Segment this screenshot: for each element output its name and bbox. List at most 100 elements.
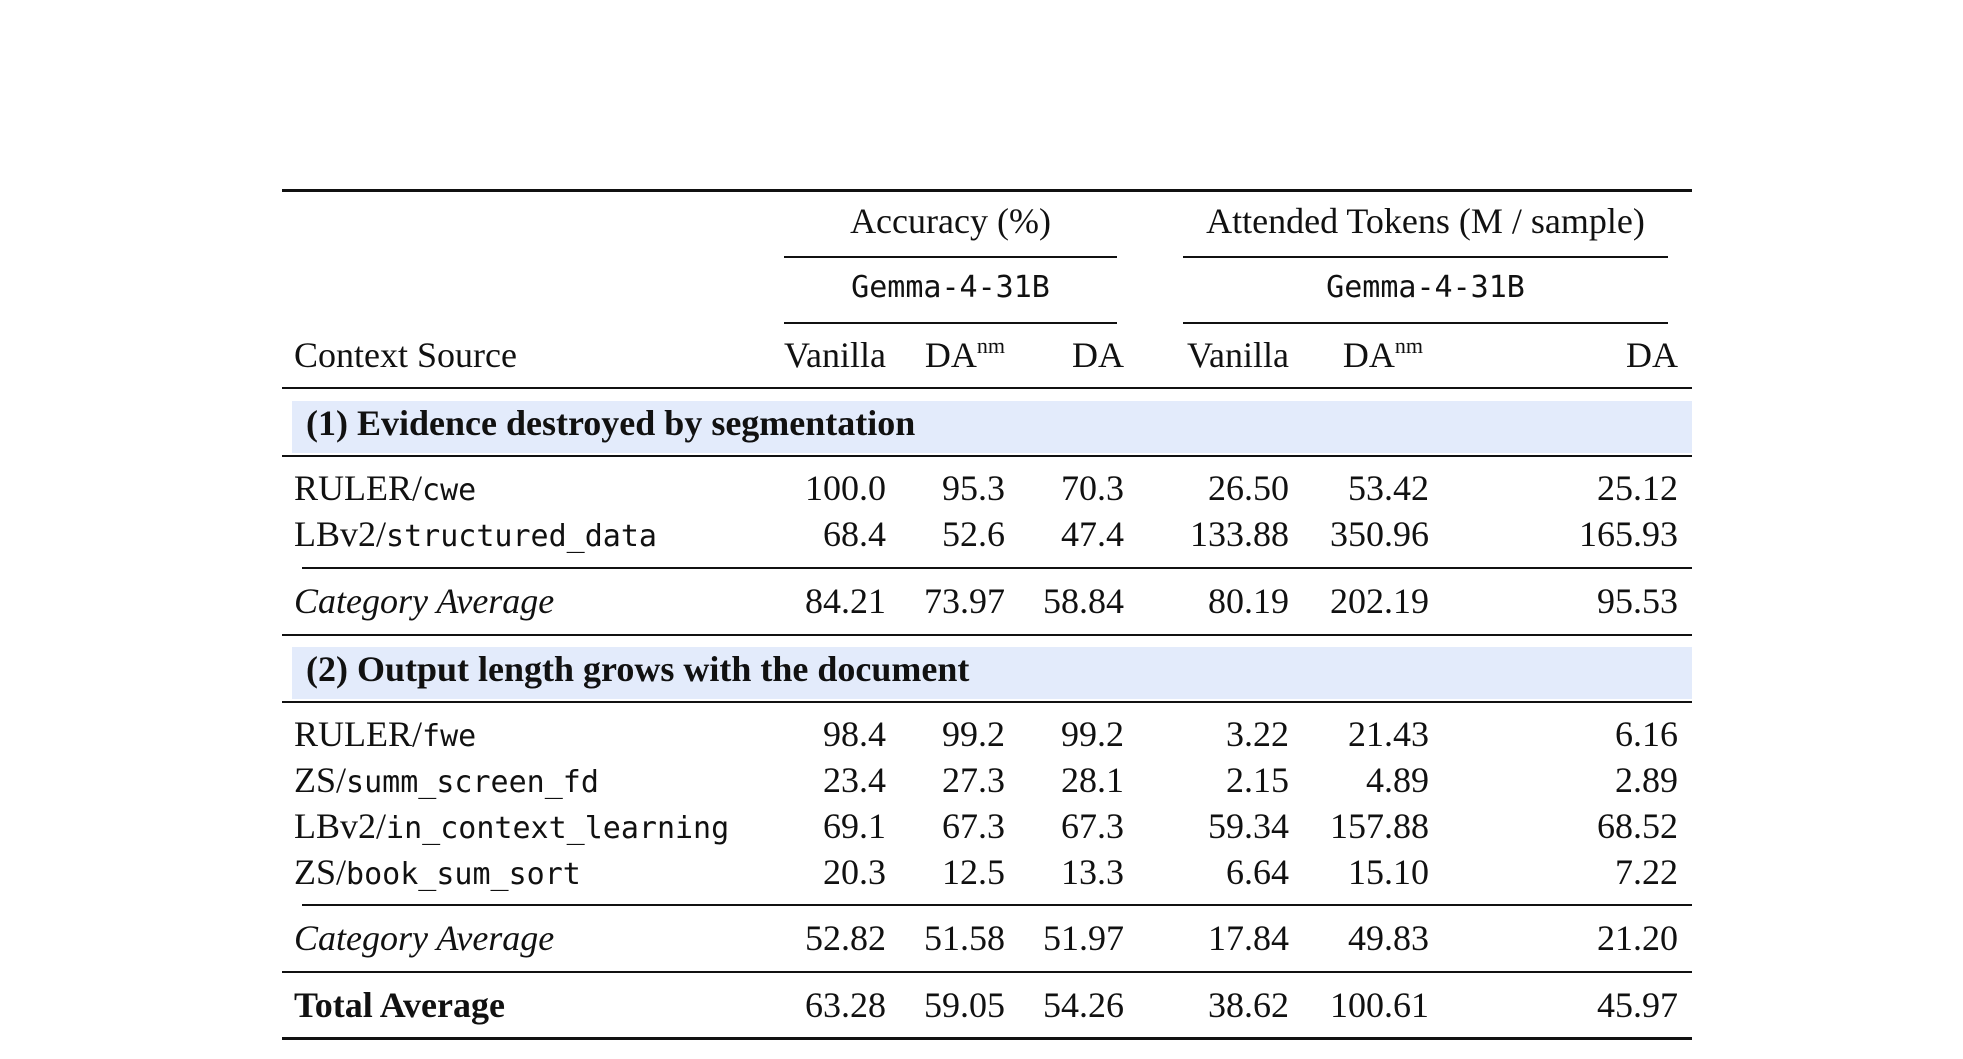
source-prefix: LBv2/: [294, 514, 387, 554]
acc-da-nm-cell: 51.58: [924, 918, 1005, 958]
tok-da-nm-cell: 15.10: [1348, 852, 1429, 892]
context-source-cell: ZS/book_sum_sort: [294, 854, 581, 890]
section-end-rule: [282, 971, 1692, 973]
acc-da-cell: 13.3: [1061, 852, 1124, 892]
section-rule: [282, 701, 1692, 703]
acc-vanilla-cell: 52.82: [805, 918, 886, 958]
acc-da-nm-cell: 67.3: [942, 806, 1005, 846]
acc-da-cell: 70.3: [1061, 468, 1124, 508]
acc-da-cell: 54.26: [1043, 985, 1124, 1025]
tok-vanilla-cell: 2.15: [1226, 760, 1289, 800]
average-rule: [302, 904, 1692, 906]
bottom-rule: [282, 1037, 1692, 1040]
tokens-model-rule: [1183, 322, 1668, 324]
acc-vanilla-cell: 20.3: [823, 852, 886, 892]
tok-da-cell: 25.12: [1597, 468, 1678, 508]
acc-vanilla-cell: 63.28: [805, 985, 886, 1025]
category-average-label: Category Average: [294, 581, 555, 621]
context-source-cell: LBv2/structured_data: [294, 516, 657, 552]
acc-da-nm-header: DAnm: [924, 333, 1005, 375]
header-bottom-rule: [282, 387, 1692, 389]
category-average-label: Category Average: [294, 918, 555, 958]
source-task-name: book_sum_sort: [346, 857, 581, 892]
total-average-label: Total Average: [294, 985, 505, 1025]
tok-da-nm-cell: 21.43: [1348, 714, 1429, 754]
tok-da-cell: 7.22: [1615, 852, 1678, 892]
tok-da-nm-cell: 350.96: [1330, 514, 1429, 554]
tok-vanilla-cell: 80.19: [1208, 581, 1289, 621]
acc-da-nm-cell: 99.2: [942, 714, 1005, 754]
section-title: (1) Evidence destroyed by segmentation: [306, 403, 916, 443]
tok-da-nm-header: DAnm: [1342, 333, 1423, 375]
acc-vanilla-cell: 84.21: [805, 581, 886, 621]
section-band: [292, 647, 1692, 699]
tok-vanilla-cell: 59.34: [1208, 806, 1289, 846]
tok-da-nm-cell: 4.89: [1366, 760, 1429, 800]
section-title: (2) Output length grows with the documen…: [306, 649, 970, 689]
acc-da-nm-cell: 27.3: [942, 760, 1005, 800]
tok-da-cell: 21.20: [1597, 918, 1678, 958]
acc-vanilla-header: Vanilla: [784, 335, 886, 375]
acc-da-nm-cell: 59.05: [924, 985, 1005, 1025]
acc-da-cell: 51.97: [1043, 918, 1124, 958]
source-prefix: ZS/: [294, 852, 347, 892]
acc-da-cell: 58.84: [1043, 581, 1124, 621]
tok-da-cell: 68.52: [1597, 806, 1678, 846]
tok-da-nm-cell: 49.83: [1348, 918, 1429, 958]
acc-da-header: DA: [1072, 335, 1124, 375]
tok-da-nm-cell: 157.88: [1330, 806, 1429, 846]
average-rule: [302, 567, 1692, 569]
acc-vanilla-cell: 68.4: [823, 514, 886, 554]
context-source-cell: ZS/summ_screen_fd: [294, 762, 599, 798]
tok-vanilla-cell: 17.84: [1208, 918, 1289, 958]
accuracy-group-header: Accuracy (%): [850, 201, 1051, 241]
tok-vanilla-header: Vanilla: [1187, 335, 1289, 375]
tok-vanilla-cell: 6.64: [1226, 852, 1289, 892]
section-end-rule: [282, 634, 1692, 636]
context-source-cell: RULER/cwe: [294, 470, 476, 506]
tokens-group-rule: [1183, 256, 1668, 258]
tok-vanilla-cell: 3.22: [1226, 714, 1289, 754]
acc-vanilla-cell: 98.4: [823, 714, 886, 754]
acc-da-nm-cell: 95.3: [942, 468, 1005, 508]
tok-vanilla-cell: 38.62: [1208, 985, 1289, 1025]
tok-da-cell: 2.89: [1615, 760, 1678, 800]
source-task-name: summ_screen_fd: [346, 765, 599, 800]
section-band: [292, 401, 1692, 453]
tokens-model-header: Gemma-4-31B: [1326, 270, 1525, 305]
accuracy-model-rule: [784, 322, 1117, 324]
acc-da-nm-cell: 73.97: [924, 581, 1005, 621]
source-prefix: RULER/: [294, 714, 423, 754]
top-rule: [282, 189, 1692, 192]
tok-da-cell: 6.16: [1615, 714, 1678, 754]
tok-da-nm-cell: 53.42: [1348, 468, 1429, 508]
tok-da-nm-cell: 100.61: [1330, 985, 1429, 1025]
acc-da-nm-cell: 12.5: [942, 852, 1005, 892]
tok-vanilla-cell: 26.50: [1208, 468, 1289, 508]
source-task-name: cwe: [422, 473, 477, 508]
source-prefix: ZS/: [294, 760, 347, 800]
tok-da-nm-cell: 202.19: [1330, 581, 1429, 621]
context-source-header: Context Source: [294, 335, 517, 375]
acc-da-cell: 47.4: [1061, 514, 1124, 554]
context-source-cell: LBv2/in_context_learning: [294, 808, 729, 844]
acc-da-cell: 67.3: [1061, 806, 1124, 846]
tok-da-cell: 45.97: [1597, 985, 1678, 1025]
source-prefix: RULER/: [294, 468, 423, 508]
acc-da-cell: 28.1: [1061, 760, 1124, 800]
tok-da-cell: 95.53: [1597, 581, 1678, 621]
tok-da-header: DA: [1626, 335, 1678, 375]
context-source-cell: RULER/fwe: [294, 716, 476, 752]
acc-vanilla-cell: 69.1: [823, 806, 886, 846]
source-task-name: fwe: [422, 719, 477, 754]
acc-vanilla-cell: 23.4: [823, 760, 886, 800]
accuracy-model-header: Gemma-4-31B: [851, 270, 1050, 305]
accuracy-group-rule: [784, 256, 1117, 258]
source-task-name: structured_data: [386, 519, 657, 554]
acc-vanilla-cell: 100.0: [805, 468, 886, 508]
source-task-name: in_context_learning: [386, 811, 730, 846]
source-prefix: LBv2/: [294, 806, 387, 846]
tokens-group-header: Attended Tokens (M / sample): [1206, 201, 1645, 241]
acc-da-cell: 99.2: [1061, 714, 1124, 754]
